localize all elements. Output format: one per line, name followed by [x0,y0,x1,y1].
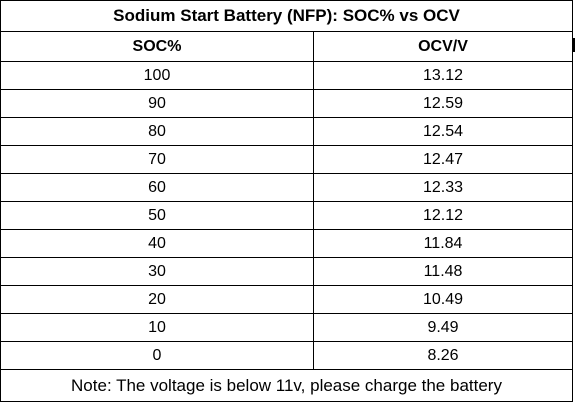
table-row: 80 12.54 [0,117,574,146]
soc-cell: 50 [0,201,314,230]
table-row: 30 11.48 [0,257,574,286]
table-row: 50 12.12 [0,201,574,230]
header-soc: SOC% [0,31,314,62]
soc-cell: 30 [0,257,314,286]
ocv-cell: 12.12 [312,201,574,230]
title-row: Sodium Start Battery (NFP): SOC% vs OCV [0,0,574,32]
soc-cell: 0 [0,341,314,370]
table-row: 20 10.49 [0,285,574,314]
ocv-cell: 10.49 [312,285,574,314]
ocv-cell: 9.49 [312,313,574,342]
ocv-cell: 12.33 [312,173,574,202]
ocv-cell: 11.84 [312,229,574,258]
table-row: 90 12.59 [0,89,574,118]
table-body: Sodium Start Battery (NFP): SOC% vs OCV … [0,0,574,402]
table-row: 60 12.33 [0,173,574,202]
soc-cell: 90 [0,89,314,118]
soc-cell: 40 [0,229,314,258]
soc-cell: 60 [0,173,314,202]
table-row: 100 13.12 [0,61,574,90]
table-row: 10 9.49 [0,313,574,342]
header-row: SOC% OCV/V [0,31,574,62]
ocv-cell: 12.59 [312,89,574,118]
table-row: 0 8.26 [0,341,574,370]
soc-cell: 70 [0,145,314,174]
soc-cell: 100 [0,61,314,90]
soc-cell: 20 [0,285,314,314]
soc-ocv-table: Sodium Start Battery (NFP): SOC% vs OCV … [0,0,574,402]
table-row: 70 12.47 [0,145,574,174]
table-title: Sodium Start Battery (NFP): SOC% vs OCV [0,0,574,32]
ocv-cell: 12.47 [312,145,574,174]
ocv-cell: 8.26 [312,341,574,370]
table-row: 40 11.84 [0,229,574,258]
ocv-cell: 13.12 [312,61,574,90]
ocv-cell: 12.54 [312,117,574,146]
soc-cell: 10 [0,313,314,342]
header-ocv: OCV/V [312,31,574,62]
soc-cell: 80 [0,117,314,146]
table-note: Note: The voltage is below 11v, please c… [0,369,574,402]
note-row: Note: The voltage is below 11v, please c… [0,369,574,402]
ocv-cell: 11.48 [312,257,574,286]
edge-mark [573,38,575,52]
